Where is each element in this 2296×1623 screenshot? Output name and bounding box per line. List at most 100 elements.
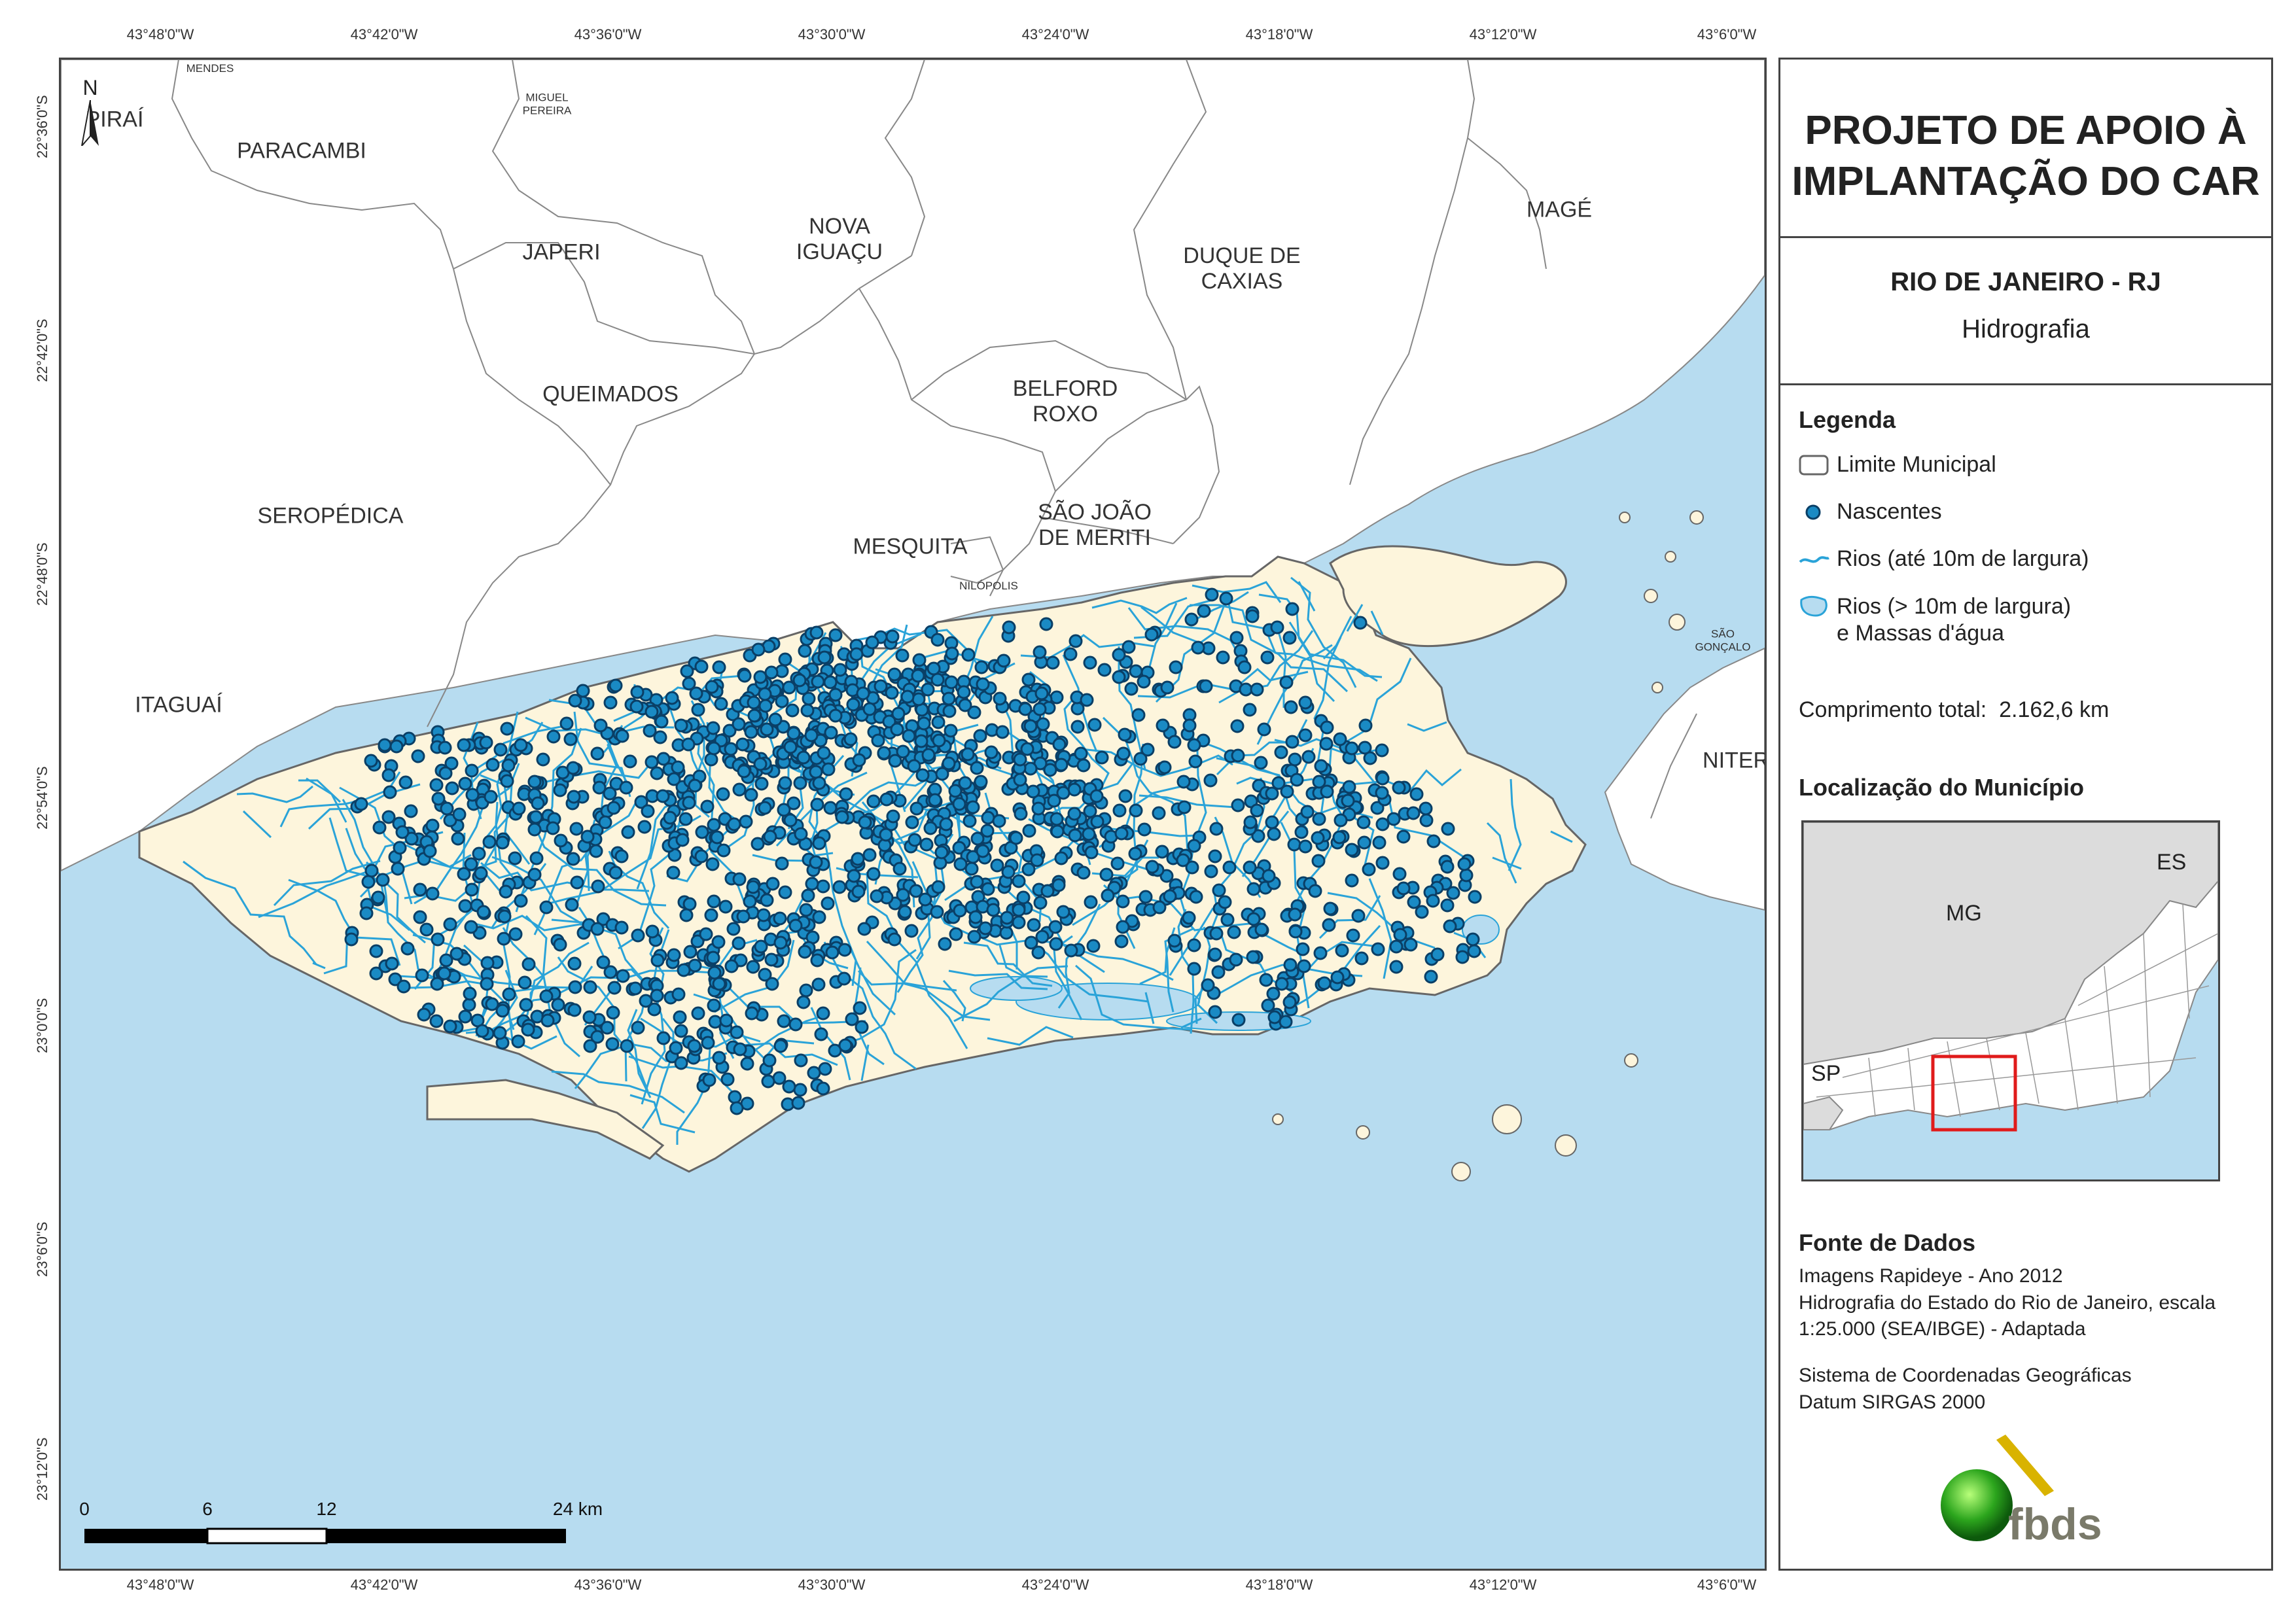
spring-point <box>1430 947 1445 962</box>
location-heading: Localização do Município <box>1799 774 2085 801</box>
spring-point <box>1282 631 1297 645</box>
spring-point <box>683 945 698 959</box>
spring-point <box>385 956 399 971</box>
spring-point <box>952 841 966 855</box>
spring-point <box>874 679 888 693</box>
spring-point <box>1440 860 1455 874</box>
river-segment <box>1144 992 1155 1024</box>
spring-point <box>458 899 472 913</box>
scale-label-0: 0 <box>79 1499 90 1519</box>
spring-point <box>404 831 419 846</box>
spring-point <box>1314 759 1328 773</box>
spring-point <box>1320 784 1334 799</box>
spring-point <box>623 754 637 769</box>
river-segment <box>1322 616 1352 660</box>
spring-point <box>747 695 761 710</box>
river-segment <box>548 814 701 905</box>
spring-point <box>786 796 801 811</box>
spring-point <box>1389 939 1404 954</box>
spring-point <box>799 983 813 998</box>
spring-point <box>1128 846 1142 861</box>
spring-point <box>1407 895 1421 909</box>
spring-point <box>970 875 984 889</box>
spring-point <box>1466 932 1480 947</box>
spring-point <box>999 926 1014 940</box>
spring-point <box>381 810 396 824</box>
spring-point <box>976 844 990 858</box>
spring-point <box>1040 884 1055 898</box>
spring-point <box>763 829 777 844</box>
spring-point <box>1279 675 1294 689</box>
spring-point <box>1216 650 1230 665</box>
spring-point <box>948 784 963 798</box>
spring-point <box>1260 650 1275 665</box>
spring-point <box>665 691 679 705</box>
spring-point <box>1246 912 1261 926</box>
spring-point <box>765 977 779 991</box>
spring-point <box>746 880 760 894</box>
spring-point <box>354 797 368 811</box>
spring-point <box>744 725 758 739</box>
spring-point <box>1022 824 1036 838</box>
spring-point <box>1056 786 1070 800</box>
river-segment <box>242 810 272 839</box>
river-line-icon <box>1799 556 1829 563</box>
spring-point <box>656 1031 671 1045</box>
river-segment <box>531 821 667 907</box>
spring-point <box>589 844 603 858</box>
spring-point <box>451 831 465 846</box>
spring-point <box>828 708 843 723</box>
restinga-marambaia <box>426 1079 665 1160</box>
spring-point <box>603 965 618 979</box>
spring-point <box>1231 798 1245 812</box>
spring-point <box>1358 741 1372 755</box>
spring-point <box>457 867 471 881</box>
spring-point <box>719 1013 733 1028</box>
spring-point <box>1014 807 1028 821</box>
spring-point <box>680 664 694 678</box>
spring-point <box>1204 864 1218 879</box>
spring-point <box>431 792 446 806</box>
spring-point <box>1110 856 1125 871</box>
spring-point <box>1086 939 1101 953</box>
spring-point <box>758 687 772 701</box>
spring-point <box>568 980 582 994</box>
river-segment <box>1368 878 1392 979</box>
spring-point <box>650 953 665 968</box>
spring-point <box>482 835 497 849</box>
spring-point <box>1012 903 1026 917</box>
spring-point <box>777 1014 791 1028</box>
spring-point <box>682 676 696 691</box>
spring-point <box>609 865 623 880</box>
spring-point <box>896 888 910 902</box>
inset-label-mg: MG <box>1946 901 1982 926</box>
spring-point <box>892 862 907 876</box>
longitude-label-top: 43°36'0"W <box>574 26 642 43</box>
scale-bar <box>84 1527 566 1544</box>
river-segment <box>1508 778 1522 871</box>
spring-point <box>527 867 542 882</box>
spring-point <box>1031 945 1046 960</box>
spring-point <box>1101 888 1115 903</box>
river-segment <box>1288 621 1383 678</box>
spring-point <box>551 998 565 1012</box>
spring-point <box>1018 702 1033 716</box>
spring-point <box>1033 645 1047 659</box>
spring-point <box>1208 947 1222 962</box>
spring-point <box>932 733 946 748</box>
river-segment <box>1127 607 1246 666</box>
spring-point <box>616 969 630 983</box>
spring-point <box>1157 760 1172 775</box>
spring-point <box>539 989 554 1003</box>
longitude-label-bottom: 43°24'0"W <box>1021 1577 1089 1593</box>
spring-point <box>773 1039 788 1053</box>
spring-point <box>1396 881 1411 896</box>
spring-point <box>1191 640 1205 655</box>
spring-points <box>344 587 1482 1115</box>
spring-point <box>858 815 872 829</box>
spring-point <box>886 809 900 824</box>
spring-point <box>1259 973 1273 987</box>
spring-point <box>1068 828 1082 843</box>
spring-point <box>536 752 550 767</box>
spring-point <box>465 882 479 897</box>
